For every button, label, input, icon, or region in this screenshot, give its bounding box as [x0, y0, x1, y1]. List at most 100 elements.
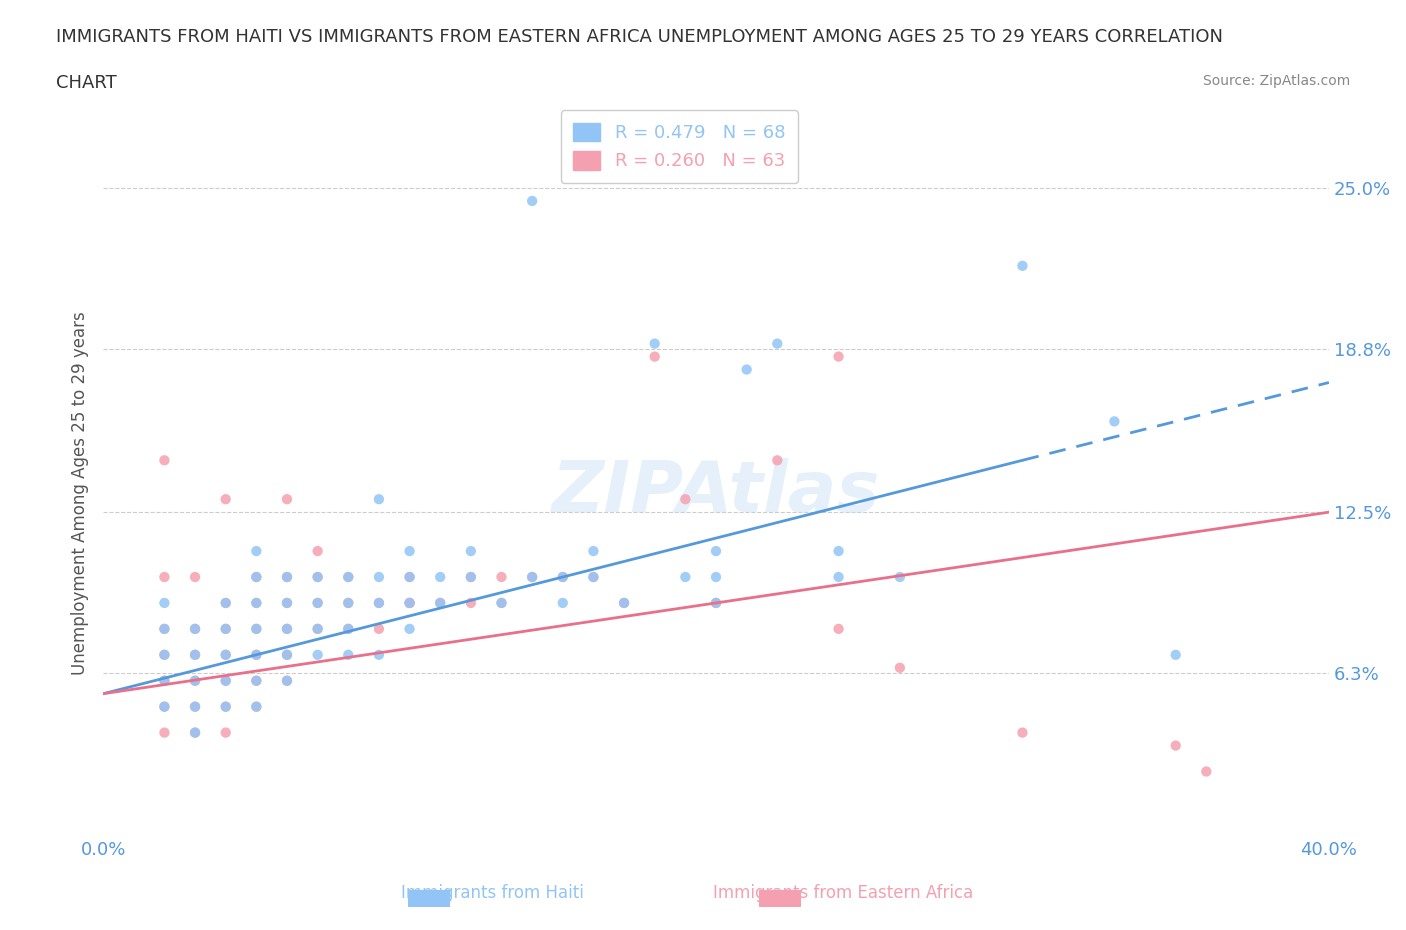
Point	[245, 647, 267, 662]
Point	[245, 569, 267, 584]
Point	[276, 595, 298, 610]
Y-axis label: Unemployment Among Ages 25 to 29 years: Unemployment Among Ages 25 to 29 years	[72, 311, 89, 674]
Point	[827, 621, 849, 636]
Text: IMMIGRANTS FROM HAITI VS IMMIGRANTS FROM EASTERN AFRICA UNEMPLOYMENT AMONG AGES : IMMIGRANTS FROM HAITI VS IMMIGRANTS FROM…	[56, 28, 1223, 46]
Point	[368, 492, 391, 507]
Point	[245, 621, 267, 636]
Text: Immigrants from Haiti: Immigrants from Haiti	[401, 884, 583, 902]
Point	[184, 647, 207, 662]
Point	[307, 595, 329, 610]
Point	[307, 544, 329, 559]
Point	[184, 725, 207, 740]
Point	[215, 647, 238, 662]
Point	[735, 362, 758, 377]
Point	[153, 699, 176, 714]
Point	[153, 725, 176, 740]
Point	[520, 569, 543, 584]
Point	[245, 595, 267, 610]
Point	[460, 569, 482, 584]
Point	[551, 595, 574, 610]
Point	[368, 595, 391, 610]
Point	[337, 621, 360, 636]
Point	[644, 349, 666, 364]
Point	[153, 595, 176, 610]
Point	[215, 595, 238, 610]
Point	[276, 673, 298, 688]
Point	[827, 544, 849, 559]
Point	[491, 569, 513, 584]
Point	[215, 647, 238, 662]
Point	[766, 453, 789, 468]
Point	[307, 621, 329, 636]
Point	[398, 569, 420, 584]
Point	[276, 621, 298, 636]
Point	[491, 595, 513, 610]
Point	[153, 569, 176, 584]
Point	[673, 569, 696, 584]
Point	[153, 621, 176, 636]
Point	[460, 544, 482, 559]
Point	[276, 647, 298, 662]
Point	[276, 647, 298, 662]
Point	[184, 725, 207, 740]
Point	[184, 647, 207, 662]
Point	[613, 595, 636, 610]
Point	[215, 725, 238, 740]
Point	[398, 595, 420, 610]
Point	[184, 699, 207, 714]
Point	[276, 569, 298, 584]
Point	[245, 699, 267, 714]
Point	[398, 595, 420, 610]
Point	[368, 595, 391, 610]
Point	[1164, 647, 1187, 662]
Point	[398, 569, 420, 584]
Point	[153, 647, 176, 662]
Point	[307, 569, 329, 584]
Point	[337, 569, 360, 584]
Point	[520, 193, 543, 208]
Point	[827, 349, 849, 364]
Point	[673, 492, 696, 507]
Point	[337, 621, 360, 636]
Point	[276, 673, 298, 688]
Point	[704, 595, 727, 610]
Point	[429, 569, 451, 584]
Point	[1104, 414, 1126, 429]
Point	[215, 621, 238, 636]
Point	[582, 569, 605, 584]
Point	[337, 569, 360, 584]
Point	[429, 595, 451, 610]
Point	[337, 647, 360, 662]
Point	[184, 621, 207, 636]
Point	[307, 621, 329, 636]
Point	[1011, 725, 1033, 740]
Point	[184, 569, 207, 584]
Point	[368, 647, 391, 662]
Point	[307, 647, 329, 662]
Point	[215, 699, 238, 714]
Point	[1164, 738, 1187, 753]
Point	[704, 544, 727, 559]
Point	[398, 595, 420, 610]
Point	[704, 569, 727, 584]
Point	[368, 621, 391, 636]
Point	[582, 569, 605, 584]
Point	[215, 673, 238, 688]
Point	[551, 569, 574, 584]
Point	[153, 673, 176, 688]
Point	[551, 569, 574, 584]
Point	[491, 595, 513, 610]
Point	[153, 453, 176, 468]
Point	[398, 544, 420, 559]
Point	[153, 621, 176, 636]
Point	[276, 569, 298, 584]
Point	[460, 569, 482, 584]
Point	[153, 647, 176, 662]
Point	[184, 699, 207, 714]
Point	[245, 673, 267, 688]
Point	[184, 673, 207, 688]
Point	[215, 621, 238, 636]
Point	[215, 492, 238, 507]
Point	[613, 595, 636, 610]
Point	[215, 699, 238, 714]
